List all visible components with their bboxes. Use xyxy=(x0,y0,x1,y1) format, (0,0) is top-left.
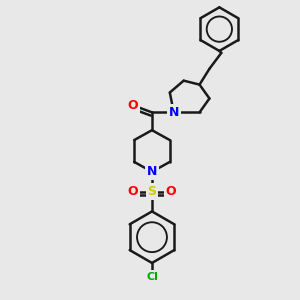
Text: O: O xyxy=(166,185,176,198)
Text: N: N xyxy=(147,165,157,178)
Text: O: O xyxy=(128,185,139,198)
Text: Cl: Cl xyxy=(146,272,158,282)
Text: O: O xyxy=(128,99,139,112)
Text: S: S xyxy=(148,185,157,198)
Text: N: N xyxy=(169,106,179,119)
